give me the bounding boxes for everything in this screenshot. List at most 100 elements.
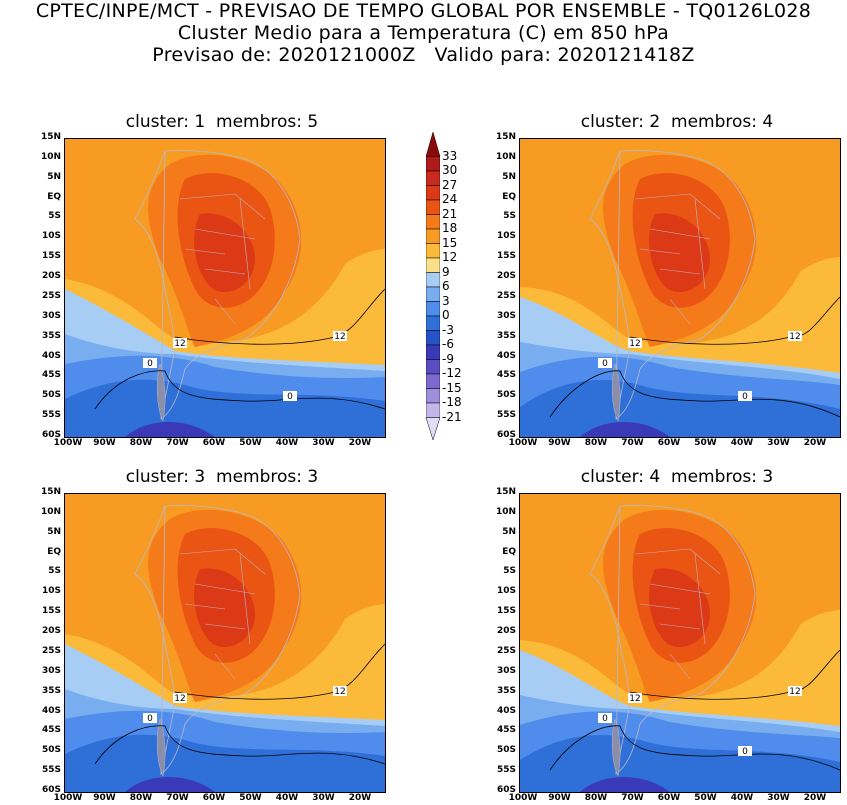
colorbar-label: 24 — [442, 192, 458, 206]
temperature-band — [125, 776, 215, 792]
lon-tick-label: 90W — [93, 793, 116, 803]
lat-tick-label: 15N — [40, 132, 61, 142]
lat-tick-label: 50S — [496, 390, 516, 401]
contour-label-box — [738, 746, 752, 756]
temperature-band — [520, 380, 840, 437]
contour-0 — [94, 725, 385, 765]
colorbar-label: 9 — [442, 264, 450, 279]
lon-tick-label: 50W — [239, 793, 262, 803]
contour-0 — [549, 370, 840, 418]
temperature-band — [65, 379, 385, 437]
lon-tick-label: 30W — [312, 438, 335, 448]
temperature-band — [125, 421, 215, 437]
lon-tick-label: 40W — [275, 438, 299, 448]
contour-label-box — [143, 713, 157, 723]
colorbar-label: 15 — [442, 235, 458, 250]
panel-title: cluster: 3 membros: 3 — [125, 467, 319, 487]
contour-label: 12 — [789, 687, 800, 697]
temperature-map: 12 12 0 0 — [519, 138, 841, 438]
lat-tick-label: 10N — [495, 151, 516, 162]
lat-tick-label: 25S — [41, 290, 61, 301]
temperature-map: 12 12 0 0 — [519, 493, 841, 793]
lat-tick-label: 40S — [496, 350, 516, 361]
lat-tick-label: 45S — [496, 725, 516, 736]
colorbar-swatch — [426, 257, 440, 273]
lat-tick-label: 5S — [503, 566, 516, 577]
lat-tick-label: 60S — [496, 430, 516, 440]
map-panel-cluster-1: cluster: 1 membros: 5 12 12 0 0 15N 10N 5N EQ 5S… — [0, 110, 400, 450]
lon-tick-label: 100W — [508, 793, 538, 803]
contour-label-box — [788, 331, 802, 341]
contour-12 — [174, 288, 385, 345]
colorbar-label: -9 — [442, 351, 454, 366]
colorbar-swatch — [426, 286, 440, 302]
lat-tick-label: 15S — [41, 606, 61, 617]
colorbar-swatch — [426, 315, 440, 331]
lat-tick-label: 25S — [41, 645, 61, 656]
lon-tick-label: 70W — [621, 438, 644, 448]
contour-label-box — [173, 693, 187, 703]
panel-title: cluster: 4 membros: 3 — [580, 467, 774, 487]
warm-core-band — [649, 213, 710, 293]
contour-12 — [629, 649, 840, 700]
colorbar-label: 27 — [442, 177, 458, 192]
contour-label: 12 — [174, 339, 185, 349]
colorbar-swatch — [426, 199, 440, 215]
lon-tick-label: 80W — [584, 793, 608, 803]
lon-tick-label: 90W — [548, 793, 571, 803]
contour-label-box — [283, 391, 297, 401]
contour-label-box — [628, 338, 642, 348]
colorbar-label: -3 — [442, 322, 454, 337]
colorbar-swatch — [426, 301, 440, 317]
lat-tick-label: 20S — [41, 626, 61, 637]
country-borders — [179, 548, 266, 680]
colorbar-swatch — [426, 243, 440, 259]
contour-label-box — [173, 338, 187, 348]
lat-tick-label: 10N — [40, 151, 61, 162]
colorbar-swatch — [426, 214, 440, 230]
lat-tick-label: 60S — [41, 430, 61, 440]
lon-tick-label: 30W — [767, 438, 790, 448]
colorbar-label: -15 — [442, 380, 462, 395]
contour-label: 0 — [147, 359, 153, 369]
contour-0 — [549, 725, 840, 771]
contour-label-box — [598, 713, 612, 723]
contour-label: 12 — [334, 332, 345, 342]
country-borders — [634, 193, 721, 325]
lon-tick-label: 80W — [129, 793, 153, 803]
lon-tick-label: 40W — [730, 793, 754, 803]
lat-tick-label: 50S — [41, 745, 61, 756]
contour-12 — [629, 296, 840, 345]
lon-tick-label: 40W — [275, 793, 299, 803]
contour-label: 12 — [334, 687, 345, 697]
contour-label: 12 — [174, 694, 185, 704]
colorbar-label: 6 — [442, 279, 450, 293]
contour-label-box — [333, 686, 347, 696]
lat-tick-label: 30S — [496, 665, 516, 676]
lat-tick-label: 15N — [40, 487, 61, 497]
lat-tick-label: 40S — [41, 350, 61, 361]
map-panel-cluster-4: cluster: 4 membros: 3 12 12 0 0 15N 10N 5N EQ 5S… — [455, 465, 847, 805]
lat-tick-label: 45S — [496, 370, 516, 381]
contour-label-box — [738, 391, 752, 401]
contour-label: 12 — [789, 332, 800, 342]
header-line-1: CPTEC/INPE/MCT - PREVISAO DE TEMPO GLOBA… — [35, 0, 812, 22]
lat-tick-label: 5S — [503, 211, 516, 222]
lon-tick-label: 20W — [348, 438, 372, 448]
lon-tick-label: 100W — [508, 438, 538, 448]
colorbar-swatch — [426, 170, 440, 186]
lon-tick-label: 70W — [166, 438, 189, 448]
lon-tick-label: 60W — [202, 793, 226, 803]
lon-tick-label: 20W — [348, 793, 372, 803]
panel-title: cluster: 2 membros: 4 — [580, 112, 774, 132]
lat-tick-label: 45S — [41, 370, 61, 381]
contour-label: 0 — [602, 359, 608, 369]
contour-label: 0 — [147, 714, 153, 724]
warm-core-band — [194, 213, 255, 293]
lat-tick-label: EQ — [502, 191, 516, 202]
lon-tick-label: 90W — [93, 438, 116, 448]
lon-tick-label: 90W — [548, 438, 571, 448]
lon-tick-label: 50W — [694, 793, 717, 803]
lat-tick-label: 15S — [41, 251, 61, 262]
lat-tick-label: EQ — [47, 546, 61, 557]
